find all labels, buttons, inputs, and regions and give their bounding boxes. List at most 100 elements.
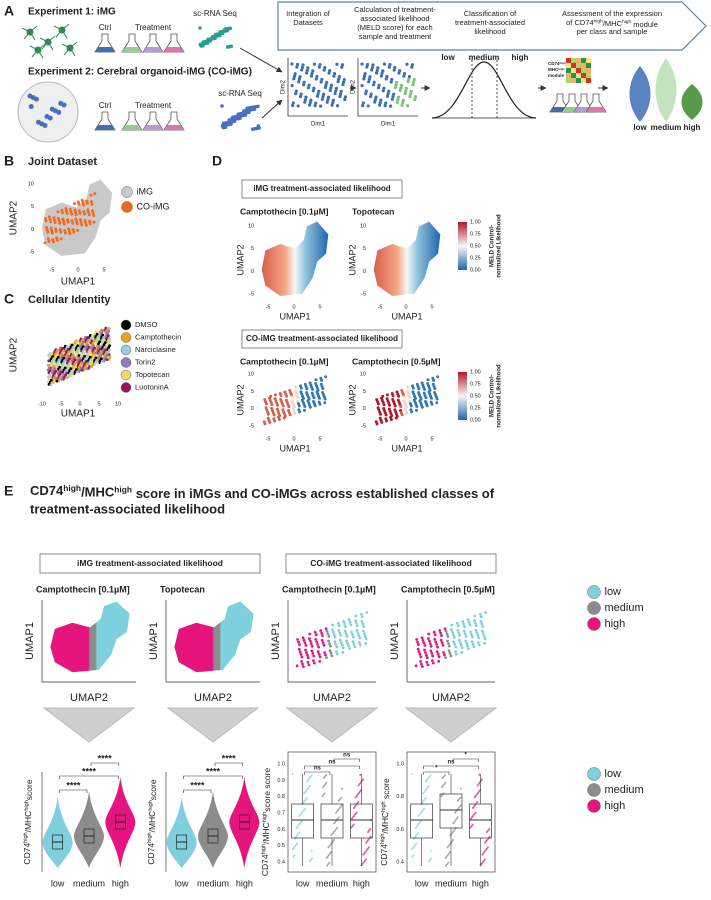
dim-point [409, 92, 413, 96]
jitter-point [296, 842, 299, 845]
cell-point [47, 239, 51, 243]
cell-point [415, 638, 418, 641]
jitter-point [303, 792, 306, 795]
cell-point [298, 410, 302, 414]
cell-point [455, 621, 459, 625]
flask-liquid [122, 47, 142, 52]
jitter-point [455, 817, 458, 820]
jitter-point [331, 832, 334, 835]
dim-point [362, 77, 366, 81]
dim-point [339, 92, 343, 96]
jitter-point [429, 858, 432, 861]
cell-point [85, 362, 89, 366]
x-tick-label: -5 [50, 267, 55, 273]
cell-point [308, 405, 312, 409]
cell-point [421, 638, 425, 642]
cell-point [89, 193, 93, 197]
panel-label: E [4, 483, 13, 499]
jitter-point [294, 845, 297, 848]
dim-point [337, 74, 342, 79]
dim-point [395, 80, 399, 85]
cell-point [297, 647, 301, 651]
jitter-point [295, 834, 298, 837]
cell-point [54, 377, 58, 380]
jitter-point [362, 853, 365, 856]
cell-point [376, 402, 380, 406]
axis-label: UMAP2 [432, 692, 470, 704]
dim-point [393, 85, 397, 90]
cell-point [62, 356, 66, 360]
cell-point [73, 208, 77, 212]
jitter-point [355, 794, 358, 797]
cell-point [310, 644, 314, 648]
cell-point [93, 349, 97, 353]
text-run: CD74 [22, 843, 32, 865]
cell-point [281, 404, 285, 408]
x-tick-label: 0 [76, 267, 79, 273]
cell-point [361, 629, 365, 633]
cell-point [48, 217, 52, 221]
cell-point [301, 662, 304, 666]
jitter-point [486, 846, 489, 849]
workflow-step: associated likelihood [360, 14, 429, 23]
dim-point [342, 77, 346, 82]
jitter-point [485, 840, 488, 843]
cell-point [65, 376, 68, 379]
cell-point [69, 367, 73, 371]
cell-point [420, 662, 423, 666]
cell-point [323, 397, 327, 401]
x-tick-label: -5 [378, 436, 383, 442]
cell-point [472, 645, 476, 649]
dim-point [364, 92, 368, 96]
cell-point [457, 638, 461, 642]
cell-point [87, 213, 91, 217]
jitter-point [332, 831, 335, 834]
jitter-point [322, 786, 325, 789]
jitter-point [440, 795, 443, 798]
flask-liquid [164, 125, 184, 130]
jitter-point [478, 790, 481, 793]
cell-point [314, 638, 318, 641]
heatmap-cell [581, 58, 586, 63]
dim-point [379, 98, 383, 102]
jitter-point [351, 825, 354, 828]
dim-axes [287, 58, 348, 117]
jitter-point [308, 777, 311, 780]
cell-point [477, 643, 481, 647]
cell-point [273, 419, 277, 423]
cell-point [447, 649, 451, 653]
cell-point [70, 369, 73, 373]
dim-point [373, 98, 377, 102]
text-run: CD74 [30, 483, 64, 498]
cell-point [70, 343, 74, 347]
cell-point [47, 215, 51, 219]
jitter-point [477, 791, 480, 794]
violin [166, 797, 197, 868]
cell-point [316, 643, 320, 646]
cell-point [330, 654, 334, 658]
legend-label: medium [605, 602, 644, 614]
axis-label: UMAP2 [9, 337, 20, 372]
significance-label: **** [206, 766, 221, 776]
jitter-point [295, 827, 298, 830]
cell-point [288, 413, 292, 417]
cell-point [49, 378, 53, 382]
cell-point [437, 655, 441, 659]
jitter-point [358, 791, 361, 794]
jitter-point [448, 852, 450, 855]
dim-point [330, 103, 334, 107]
dim-point [361, 103, 365, 108]
dim-point [392, 92, 396, 96]
umap-cloud [41, 179, 113, 256]
heatmap-cell [581, 78, 586, 83]
jitter-point [483, 850, 486, 853]
cell-point [56, 353, 59, 357]
cell-point [309, 639, 312, 643]
cell-point [451, 633, 455, 637]
dim-point [302, 80, 306, 84]
cell-point [390, 414, 394, 418]
jitter-point [304, 790, 307, 793]
colorbar-tick-label: 0.00 [470, 417, 481, 423]
significance-bracket [304, 771, 331, 775]
jitter-point [458, 805, 461, 808]
